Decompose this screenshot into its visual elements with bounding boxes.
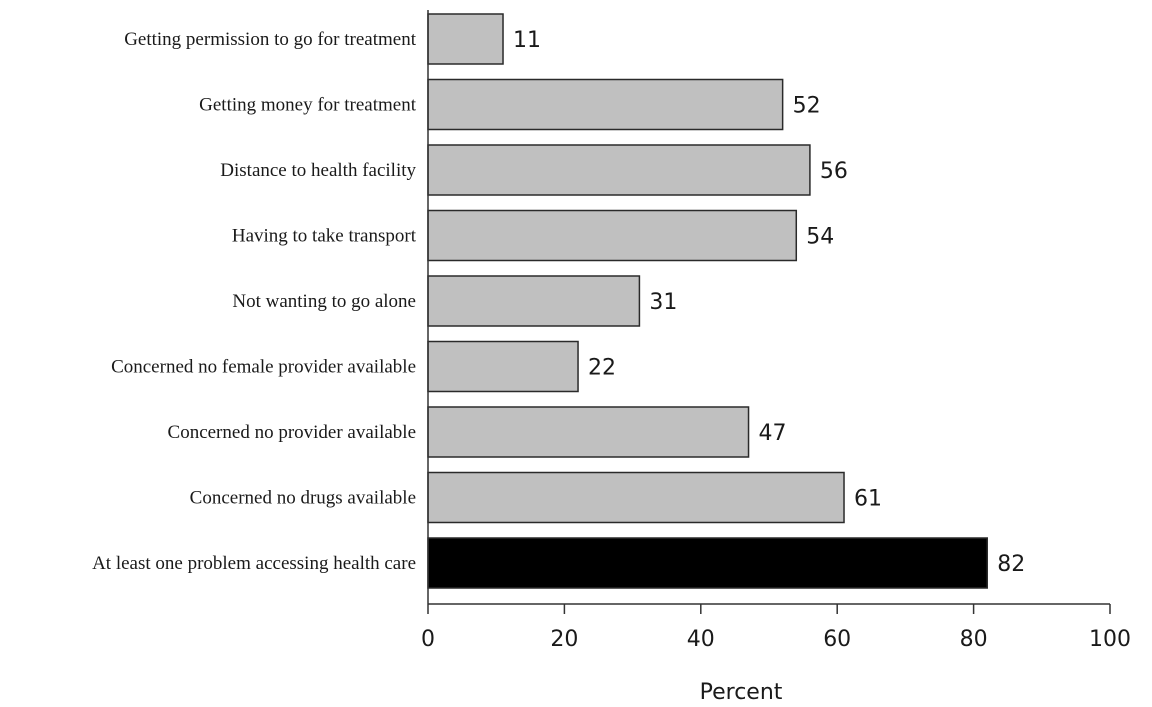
bar	[427, 537, 988, 589]
value-label: 11	[513, 28, 541, 53]
category-label: Concerned no female provider available	[111, 357, 416, 378]
bar	[427, 13, 504, 65]
x-tick-label: 20	[550, 627, 578, 652]
bar	[427, 144, 811, 196]
value-label: 22	[588, 356, 616, 381]
x-axis-title: Percent	[700, 680, 783, 705]
bars-layer: Getting permission to go for treatment 11…	[92, 13, 1025, 589]
category-label: Getting permission to go for treatment	[124, 29, 417, 50]
bar	[427, 209, 798, 262]
x-axis-ticks: 0 20 40 60 80 100	[421, 604, 1131, 652]
bar	[427, 406, 750, 458]
category-label: Distance to health facility	[220, 160, 416, 181]
value-label: 56	[820, 159, 848, 184]
bar	[427, 340, 579, 393]
x-tick-label: 60	[823, 627, 851, 652]
bar	[427, 471, 845, 524]
value-label: 31	[649, 290, 677, 315]
x-tick-label: 0	[421, 627, 435, 652]
category-label: Concerned no provider available	[168, 422, 416, 443]
category-label: Having to take transport	[232, 226, 417, 247]
value-label: 54	[806, 225, 834, 250]
category-label: Getting money for treatment	[199, 95, 417, 116]
category-label: Not wanting to go alone	[232, 291, 416, 312]
category-label: Concerned no drugs available	[190, 488, 416, 509]
x-tick-label: 40	[687, 627, 715, 652]
value-label: 61	[854, 487, 882, 512]
value-label: 52	[793, 94, 821, 119]
value-label: 47	[759, 421, 787, 446]
bar	[427, 275, 641, 327]
category-label: At least one problem accessing health ca…	[92, 553, 416, 574]
x-tick-label: 80	[960, 627, 988, 652]
x-tick-label: 100	[1089, 627, 1131, 652]
value-label: 82	[997, 552, 1025, 577]
bar	[427, 78, 784, 131]
